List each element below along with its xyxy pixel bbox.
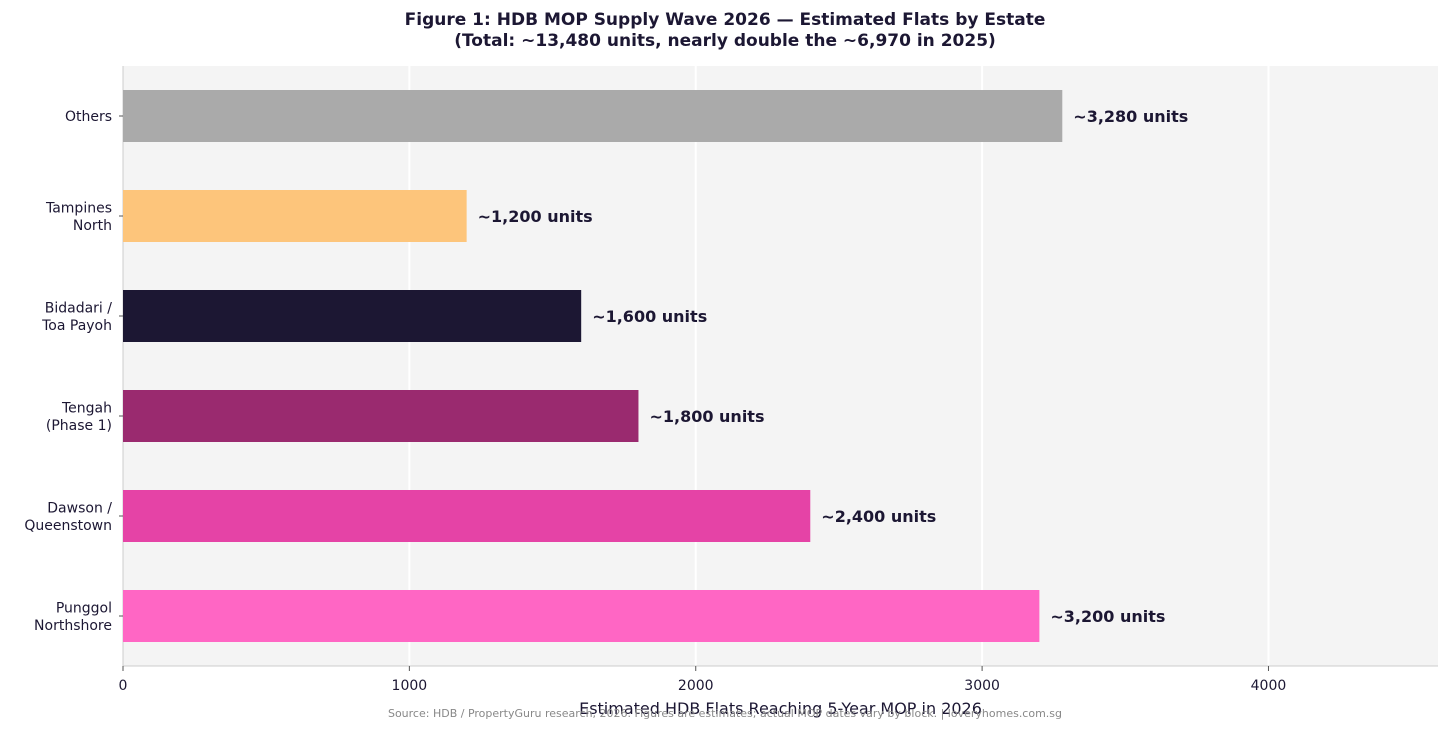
chart-title-line1: Figure 1: HDB MOP Supply Wave 2026 — Est… xyxy=(404,10,1046,30)
bar xyxy=(123,390,639,442)
data-label: ~3,280 units xyxy=(1073,107,1188,126)
chart-title-line2: (Total: ~13,480 units, nearly double the… xyxy=(454,31,996,51)
data-label: ~2,400 units xyxy=(821,507,936,526)
y-tick-label: (Phase 1) xyxy=(46,418,112,434)
x-axis-title: Estimated HDB Flats Reaching 5-Year MOP … xyxy=(579,699,982,718)
y-tick-label: North xyxy=(73,218,112,234)
y-tick-label: Northshore xyxy=(34,618,112,634)
x-tick-label: 2000 xyxy=(678,678,714,694)
data-label: ~1,800 units xyxy=(649,407,764,426)
bar xyxy=(123,190,467,242)
y-tick-label: Tengah xyxy=(61,400,112,416)
chart-title: Figure 1: HDB MOP Supply Wave 2026 — Est… xyxy=(0,10,1450,52)
x-tick-label: 4000 xyxy=(1251,678,1287,694)
x-tick-label: 1000 xyxy=(392,678,428,694)
bar xyxy=(123,90,1063,142)
bar xyxy=(123,590,1040,642)
x-tick-label: 3000 xyxy=(964,678,1000,694)
data-label: ~1,600 units xyxy=(592,307,707,326)
x-tick-label: 0 xyxy=(119,678,128,694)
y-tick-label: Others xyxy=(65,109,112,125)
y-tick-label: Punggol xyxy=(56,600,112,616)
data-label: ~3,200 units xyxy=(1050,607,1165,626)
y-tick-label: Toa Payoh xyxy=(41,318,112,334)
data-label: ~1,200 units xyxy=(478,207,593,226)
plot-background xyxy=(123,66,1438,666)
y-tick-label: Dawson / xyxy=(47,500,112,516)
y-tick-label: Queenstown xyxy=(24,518,112,534)
bar xyxy=(123,290,582,342)
bar xyxy=(123,490,811,542)
y-tick-label: Bidadari / xyxy=(45,300,113,316)
y-tick-label: Tampines xyxy=(45,200,112,216)
source-note: Source: HDB / PropertyGuru research, 202… xyxy=(387,707,1063,720)
